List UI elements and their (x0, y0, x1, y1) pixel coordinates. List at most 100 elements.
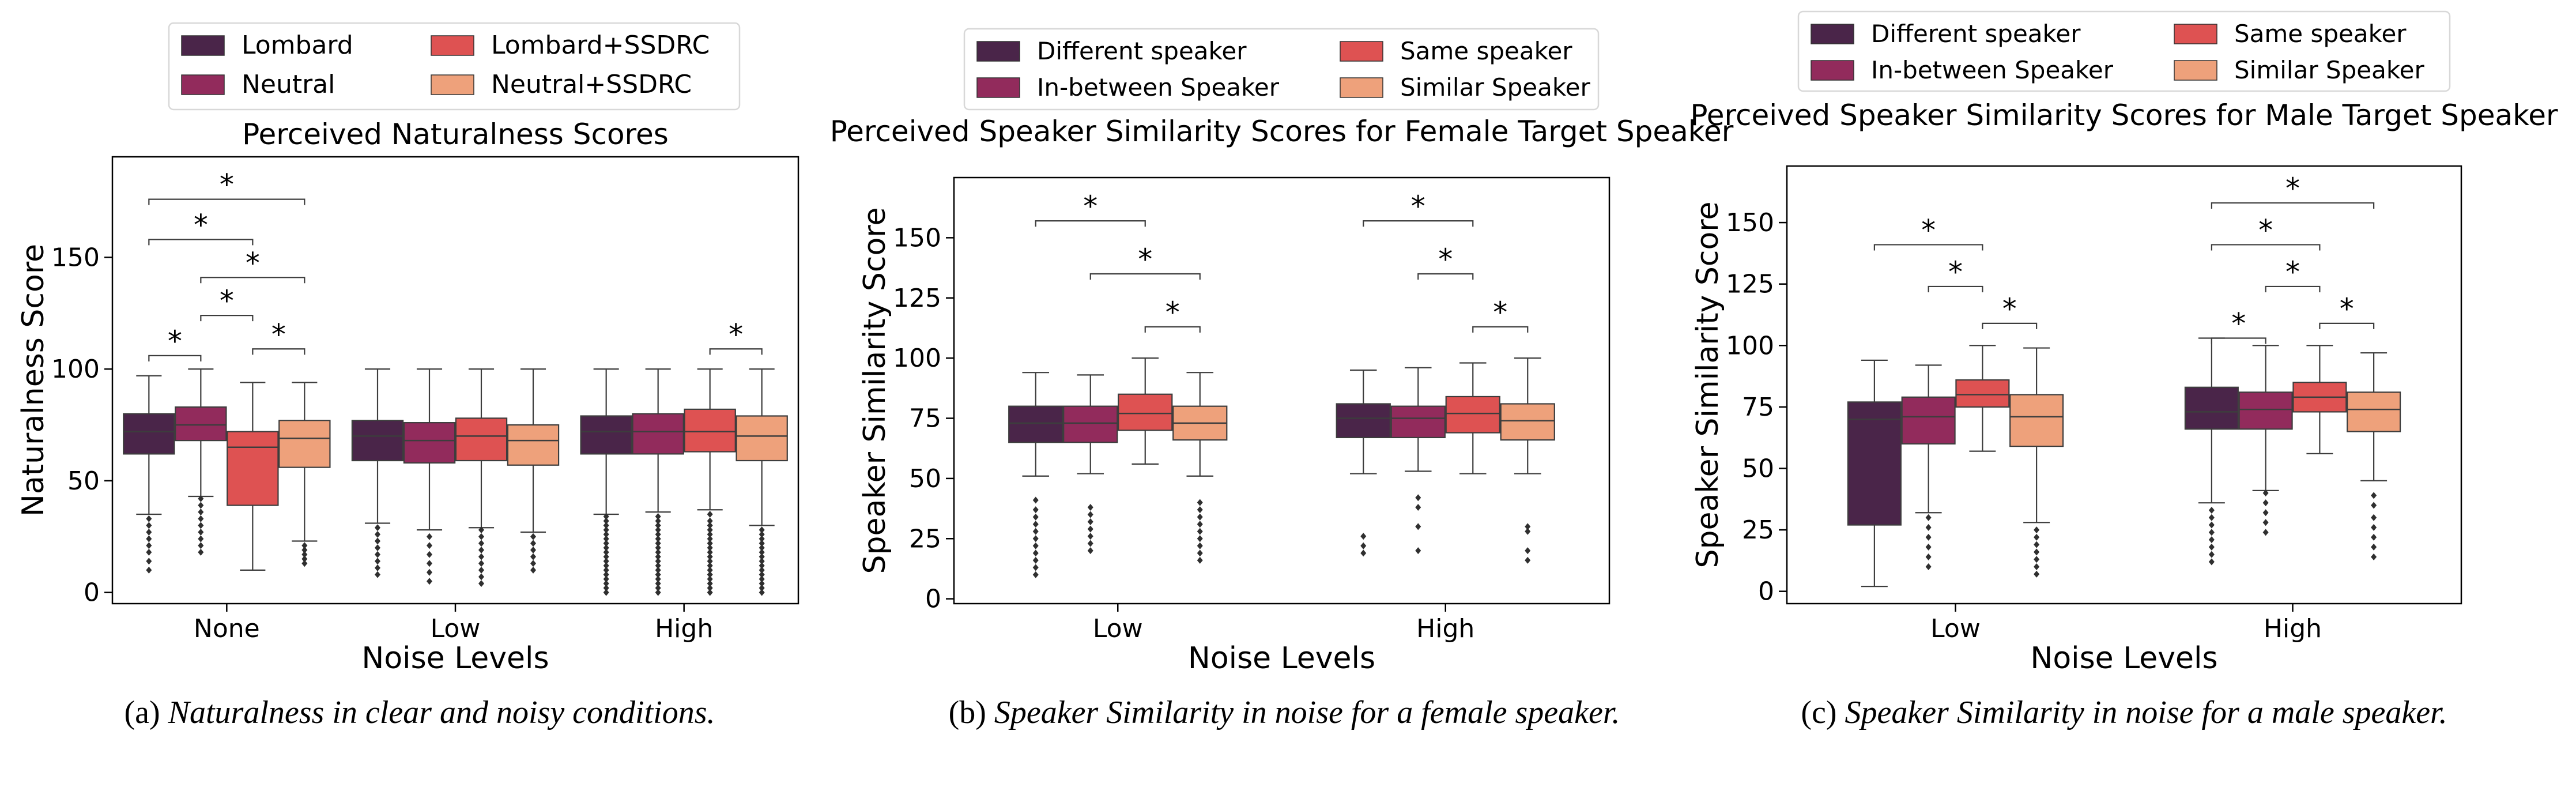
bracket-line (148, 355, 202, 361)
caption-label: (b) (949, 695, 994, 730)
outlier-point (2371, 514, 2377, 521)
outlier-point (759, 589, 765, 596)
outlier-point (1197, 549, 1203, 557)
outlier-point (1360, 542, 1367, 549)
legend-swatch (1811, 60, 1854, 81)
y-tick-label: 125 (893, 284, 941, 313)
outlier-point (1525, 528, 1531, 535)
box-iqr (175, 406, 227, 442)
significance-bracket: * (200, 246, 306, 284)
box-3-1 (1955, 345, 2010, 452)
outlier-point (2208, 536, 2215, 544)
outlier-point (1197, 528, 1203, 535)
y-tick-label: 100 (1726, 331, 1774, 360)
outlier-point (707, 558, 713, 565)
outlier-point (655, 558, 661, 565)
bracket-line (2211, 244, 2321, 251)
box-3-2 (1445, 362, 1500, 474)
outlier-point (530, 566, 536, 574)
significance-marker: * (1083, 190, 1097, 223)
outlier-point (530, 547, 536, 553)
significance-marker: * (1493, 296, 1507, 329)
bracket-line (148, 198, 306, 205)
outlier-point (603, 558, 609, 565)
outlier-point (655, 544, 661, 552)
outlier-point (1032, 513, 1039, 521)
y-tick-label: 75 (1742, 393, 1774, 422)
outlier-point (198, 522, 204, 529)
outlier-point (427, 578, 432, 585)
legend-swatch (976, 41, 1020, 62)
outlier-point (1197, 542, 1203, 549)
box-iqr (1118, 393, 1173, 431)
outlier-point (603, 584, 609, 592)
outlier-point (478, 533, 484, 540)
outlier-point (1087, 533, 1093, 540)
legend-frame (168, 22, 741, 111)
outlier-point (1925, 514, 1932, 521)
outlier-point (1032, 521, 1039, 528)
y-tick-label: 150 (893, 223, 941, 253)
y-tick-label: 50 (67, 466, 100, 496)
significance-marker: * (729, 318, 743, 351)
outlier-point (1925, 543, 1932, 551)
significance-bracket: * (1928, 255, 1983, 292)
legend: Different speaker In-between Speaker Same … (1797, 10, 2451, 92)
outlier-point (655, 517, 661, 525)
outlier-point (1032, 564, 1039, 571)
outlier-point (198, 548, 204, 556)
outlier-point (2262, 509, 2269, 517)
outlier-point (2371, 492, 2377, 499)
y-tick-label: 0 (925, 585, 941, 614)
outlier-point (1197, 521, 1203, 528)
outlier-point (2371, 502, 2377, 509)
legend-swatch (431, 35, 474, 56)
legend-entry: Similar Speaker (1400, 73, 1590, 101)
outlier-point (655, 571, 661, 578)
outlier-point (530, 540, 536, 547)
outlier-point (707, 566, 713, 574)
box-iqr (684, 408, 736, 453)
outlier-point (1415, 523, 1421, 530)
outlier-point (2208, 529, 2215, 536)
outlier-point (427, 568, 432, 576)
significance-marker: * (2002, 292, 2017, 326)
outlier-point (1087, 503, 1093, 511)
significance-marker: * (1948, 255, 1963, 289)
significance-marker: * (1438, 243, 1453, 276)
outlier-point (707, 535, 713, 543)
y-tick-label: 150 (51, 243, 100, 272)
significance-marker: * (2258, 213, 2273, 247)
outlier-point (2208, 543, 2215, 551)
outlier-point (759, 548, 765, 556)
outlier-point (427, 542, 432, 549)
box-2-1 (1901, 364, 1956, 571)
outlier-point (530, 533, 536, 540)
legend-swatch (181, 35, 225, 56)
outlier-point (1087, 547, 1093, 555)
outlier-point (198, 495, 204, 502)
significance-bracket: * (2211, 213, 2321, 251)
x-tick-label: High (2264, 614, 2322, 643)
outlier-point (1032, 556, 1039, 564)
bracket-line (1472, 326, 1529, 333)
outlier-point (759, 580, 765, 587)
legend-swatch (181, 74, 225, 95)
outlier-point (375, 558, 380, 565)
outlier-point (1925, 523, 1932, 531)
bracket-line (200, 315, 254, 322)
outlier-point (707, 562, 713, 570)
box-4-1 (2009, 347, 2064, 578)
outlier-point (1525, 523, 1531, 530)
box-iqr (1008, 405, 1063, 443)
outlier-point (146, 548, 152, 556)
significance-bracket: * (2319, 292, 2375, 329)
outlier-point (1087, 525, 1093, 533)
significance-marker: * (271, 318, 286, 351)
plot-frame (111, 156, 799, 605)
significance-bracket: * (252, 318, 306, 355)
significance-bracket: * (2211, 172, 2375, 209)
outlier-point (2371, 533, 2377, 541)
box-1-1 (1847, 359, 1902, 587)
box-iqr (632, 413, 684, 455)
